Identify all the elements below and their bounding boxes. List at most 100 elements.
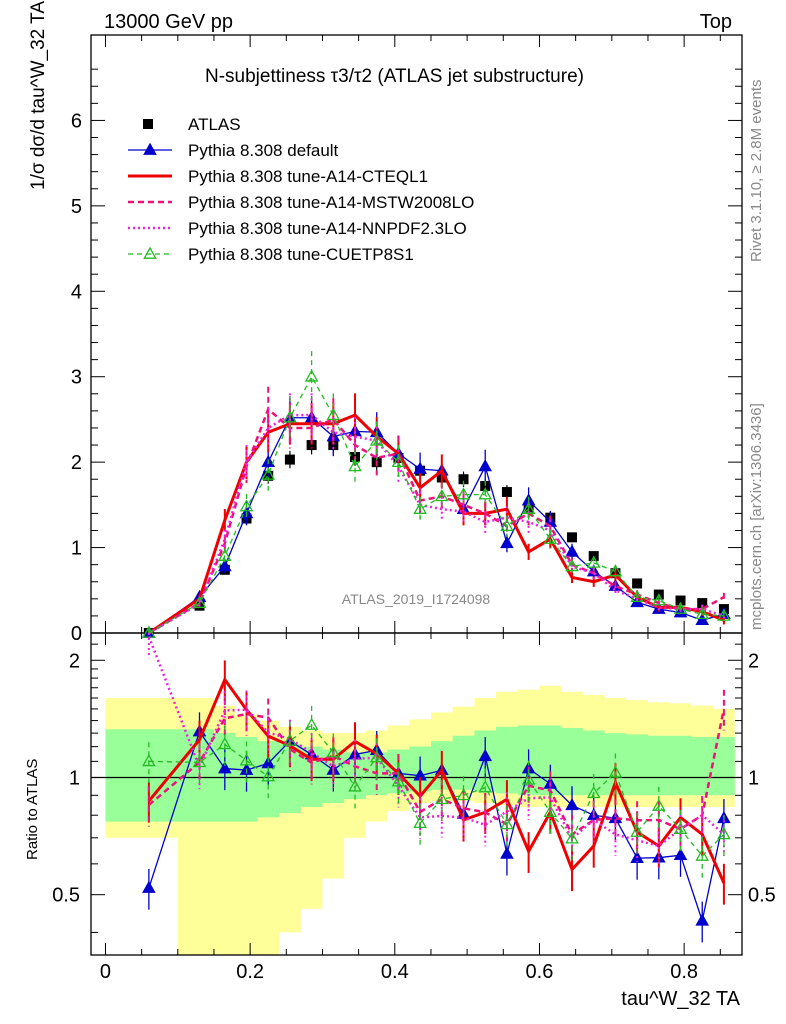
ratio-marker <box>283 733 297 746</box>
ratio-marker <box>521 772 536 785</box>
series-marker <box>369 433 384 446</box>
series-marker <box>283 410 297 423</box>
ratio-marker <box>586 785 601 799</box>
main-series <box>142 351 731 638</box>
ratio-y-axis-label: Ratio to ATLAS <box>24 759 41 860</box>
atlas-data-point <box>284 454 295 465</box>
main-y-tick-label: 3 <box>71 367 82 389</box>
x-tick-label: 0.8 <box>670 961 698 983</box>
atlas-data-point <box>501 487 512 498</box>
legend-entry: Pythia 8.308 tune-CUETP8S1 <box>128 245 414 264</box>
series-marker <box>500 518 514 532</box>
legend-label: Pythia 8.308 tune-A14-CTEQL1 <box>188 167 428 186</box>
legend-label: Pythia 8.308 tune-CUETP8S1 <box>188 245 414 264</box>
ratio-y-tick-label-right: 2 <box>748 650 759 672</box>
legend-entry: Pythia 8.308 tune-A14-MSTW2008LO <box>128 193 474 212</box>
header-right: Top <box>700 11 732 33</box>
legend-label: Pythia 8.308 default <box>188 141 339 160</box>
ratio-y-tick-label-right: 1 <box>748 767 759 789</box>
header-left: 13000 GeV pp <box>104 11 233 33</box>
ratio-marker <box>326 745 341 758</box>
series-marker <box>652 593 666 606</box>
ratio-marker <box>192 754 207 768</box>
ratio-marker <box>391 774 406 787</box>
legend-entry: Pythia 8.308 tune-A14-CTEQL1 <box>128 167 428 186</box>
ratio-series-pythia-8-308-tune-a14-nnpdf2-3lo <box>147 633 725 868</box>
series-marker <box>695 612 710 626</box>
ratio-marker <box>565 831 579 844</box>
main-y-axis-label-text: 1/σ dσ/d tau^W_32 TA <box>28 1 49 190</box>
main-y-tick-label: 4 <box>71 281 82 303</box>
x-tick-label: 0.6 <box>526 961 554 983</box>
ratio-marker <box>608 765 623 778</box>
main-y-tick-label: 5 <box>71 196 82 218</box>
series-marker <box>218 548 232 561</box>
atlas-data-point <box>306 440 317 451</box>
ratio-y-tick-label-right: 0.5 <box>748 885 776 907</box>
series-marker <box>413 501 427 514</box>
atlas-data-point <box>697 598 708 609</box>
ratio-marker <box>218 761 232 774</box>
ratio-series <box>142 633 731 943</box>
ratio-marker <box>304 717 319 730</box>
ratio-marker <box>478 780 493 793</box>
x-tick-label: 0.2 <box>236 961 264 983</box>
ratio-marker <box>142 880 156 893</box>
legend-label: Pythia 8.308 tune-A14-MSTW2008LO <box>188 193 474 212</box>
ratio-marker <box>630 824 644 837</box>
legend-marker <box>143 119 153 129</box>
main-y-tick-label: 6 <box>71 110 82 132</box>
x-tick-label: 0.4 <box>381 961 409 983</box>
series-pythia-8-308-tune-cuetp8s1 <box>142 351 731 638</box>
ratio-marker <box>456 787 471 801</box>
legend-marker <box>143 246 157 259</box>
ratio-y-tick-label: 0.5 <box>52 885 80 907</box>
series-marker <box>326 407 341 421</box>
legend-entry: ATLAS <box>143 115 241 134</box>
ratio-plot-frame <box>90 632 743 956</box>
ratio-marker <box>478 748 493 762</box>
ratio-line-pythia-8-308-tune-a14-cteql1 <box>147 676 726 884</box>
ratio-uncertainty-bands <box>91 685 742 955</box>
series-marker <box>608 564 623 577</box>
series-marker <box>630 589 644 602</box>
series-marker <box>435 488 449 502</box>
ratio-marker <box>239 753 254 766</box>
legend-label: Pythia 8.308 tune-A14-NNPDF2.3LO <box>188 219 467 238</box>
series-marker <box>456 487 471 500</box>
atlas-data-point <box>675 595 686 606</box>
series-marker <box>413 461 427 474</box>
main-y-tick-label: 0 <box>71 623 82 645</box>
ratio-marker <box>435 791 449 805</box>
x-tick-label: 0 <box>100 961 111 983</box>
x-axis-label: tau^W_32 TA <box>621 988 740 1010</box>
ratio-marker <box>673 821 688 834</box>
series-marker <box>500 535 514 549</box>
series-marker <box>348 459 362 472</box>
series-marker <box>695 606 710 620</box>
ratio-series-pythia-8-308-tune-cuetp8s1 <box>142 705 731 878</box>
series-marker <box>673 601 688 614</box>
ratio-marker <box>369 750 384 763</box>
ratio-marker <box>652 798 666 811</box>
ratio-marker <box>543 804 558 817</box>
atlas-data-point <box>458 474 469 485</box>
ratio-marker <box>500 817 514 830</box>
legend-entry: Pythia 8.308 default <box>128 141 339 160</box>
series-marker <box>565 544 579 557</box>
ratio-marker <box>218 737 232 750</box>
main-y-axis-label: 1/σ dσ/d tau^W_32 TA <box>28 1 49 190</box>
ratio-marker <box>695 913 710 926</box>
legend-marker <box>143 142 157 155</box>
ratio-line-pythia-8-308-tune-a14-nnpdf2-3lo <box>147 636 725 848</box>
mcplots-label: mcplots.cern.ch [arXiv:1306.3436] <box>748 403 765 630</box>
ratio-y-tick-label: 1 <box>69 767 80 789</box>
atlas-data-point <box>567 532 578 543</box>
series-marker <box>478 487 493 500</box>
series-marker <box>261 467 276 480</box>
chart-title: N-subjettiness τ3/τ2 (ATLAS jet substruc… <box>205 66 584 87</box>
ratio-y-tick-label: 2 <box>69 650 80 672</box>
series-line-pythia-8-308-tune-a14-mstw2008lo <box>148 407 725 635</box>
legend: ATLAS Pythia 8.308 default Pythia 8.308 tu… <box>128 115 474 264</box>
